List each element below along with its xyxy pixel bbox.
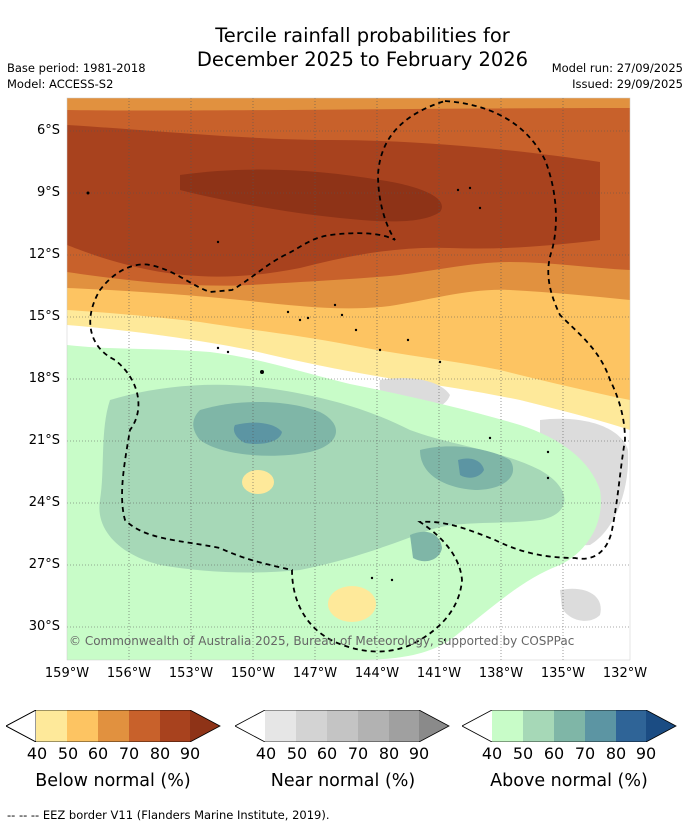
model-run: Model run: 27/09/2025 — [551, 61, 683, 75]
lon-label: 135°W — [540, 666, 586, 681]
near-swatch-50 — [296, 710, 327, 742]
islands — [86, 186, 550, 642]
near-swatch-40 — [265, 710, 296, 742]
near-swatch-80 — [389, 710, 419, 742]
lon-label: 138°W — [478, 666, 524, 681]
base-period: Base period: 1981-2018 — [7, 61, 146, 75]
above-swatch-80 — [616, 710, 646, 742]
below-swatch-60 — [98, 710, 129, 742]
below-patch-2 — [328, 586, 376, 622]
eez-footnote: -- -- -- EEZ border V11 (Flanders Marine… — [7, 808, 330, 822]
eez-border — [89, 100, 626, 653]
below-swatch-40 — [36, 710, 67, 742]
lat-label: 9°S — [36, 185, 60, 200]
near-normal-se — [560, 588, 601, 621]
tick-label: 40 — [255, 744, 277, 763]
tick-label: 90 — [635, 744, 657, 763]
lat-label: 27°S — [28, 557, 60, 572]
tick-label: 70 — [574, 744, 596, 763]
lon-label: 141°W — [416, 666, 462, 681]
lat-label: 24°S — [28, 495, 60, 510]
near-under-arrow — [235, 710, 265, 742]
model-name: Model: ACCESS-S2 — [7, 77, 114, 91]
gridlines — [67, 98, 630, 660]
tick-label: 70 — [118, 744, 140, 763]
tick-label: 80 — [605, 744, 627, 763]
tick-label: 50 — [57, 744, 79, 763]
lon-label: 153°W — [168, 666, 214, 681]
lon-label: 156°W — [106, 666, 152, 681]
tick-label: 70 — [347, 744, 369, 763]
below-swatch-80 — [160, 710, 190, 742]
tick-label: 90 — [179, 744, 201, 763]
lon-label: 144°W — [354, 666, 400, 681]
above-swatch-40 — [492, 710, 523, 742]
tick-label: 40 — [481, 744, 503, 763]
lat-label: 6°S — [36, 123, 60, 138]
lat-label: 12°S — [28, 247, 60, 262]
lat-label: 21°S — [28, 433, 60, 448]
above-normal-title: Above normal (%) — [490, 771, 648, 791]
tick-label: 50 — [512, 744, 534, 763]
above-swatch-70 — [585, 710, 616, 742]
lat-label: 18°S — [28, 371, 60, 386]
tick-label: 80 — [149, 744, 171, 763]
meta-right: Model run: 27/09/2025 Issued: 29/09/2025 — [552, 60, 683, 92]
tick-label: 60 — [87, 744, 109, 763]
tick-label: 50 — [286, 744, 308, 763]
issued-date: Issued: 29/09/2025 — [572, 77, 683, 91]
above-over-arrow — [646, 710, 676, 742]
below-normal-title: Below normal (%) — [35, 771, 191, 791]
near-swatch-70 — [358, 710, 389, 742]
meta-left: Base period: 1981-2018 Model: ACCESS-S2 — [7, 60, 146, 92]
below-patch-1 — [242, 470, 274, 494]
below-swatch-70 — [129, 710, 160, 742]
title-line-2: December 2025 to February 2026 — [196, 48, 529, 71]
below-normal-colorbar — [6, 710, 221, 742]
lon-label: 159°W — [44, 666, 90, 681]
near-swatch-60 — [327, 710, 358, 742]
above-70-region — [233, 422, 282, 444]
below-90-region — [180, 169, 442, 222]
tick-label: 90 — [408, 744, 430, 763]
tick-label: 80 — [378, 744, 400, 763]
probability-map — [66, 97, 631, 661]
near-normal-title: Near normal (%) — [270, 771, 416, 791]
tick-label: 60 — [543, 744, 565, 763]
below-under-arrow — [6, 710, 37, 742]
above-under-arrow — [462, 710, 492, 742]
tick-label: 60 — [316, 744, 338, 763]
lon-label: 150°W — [230, 666, 276, 681]
lat-label: 30°S — [28, 619, 60, 634]
map-title: Tercile rainfall probabilities for Decem… — [160, 24, 565, 72]
below-over-arrow — [190, 710, 220, 742]
lon-label: 132°W — [602, 666, 648, 681]
title-line-1: Tercile rainfall probabilities for — [215, 24, 510, 47]
lon-label: 147°W — [292, 666, 338, 681]
above-70-east — [458, 458, 484, 478]
above-60-south — [410, 531, 442, 562]
lat-label: 15°S — [28, 309, 60, 324]
above-swatch-60 — [554, 710, 585, 742]
near-normal-colorbar — [235, 710, 450, 742]
below-swatch-50 — [67, 710, 98, 742]
near-over-arrow — [419, 710, 449, 742]
copyright-note: © Commonwealth of Australia 2025, Bureau… — [69, 634, 575, 648]
tick-label: 40 — [26, 744, 48, 763]
map-frame — [66, 97, 631, 661]
above-swatch-50 — [523, 710, 554, 742]
above-normal-colorbar — [462, 710, 677, 742]
